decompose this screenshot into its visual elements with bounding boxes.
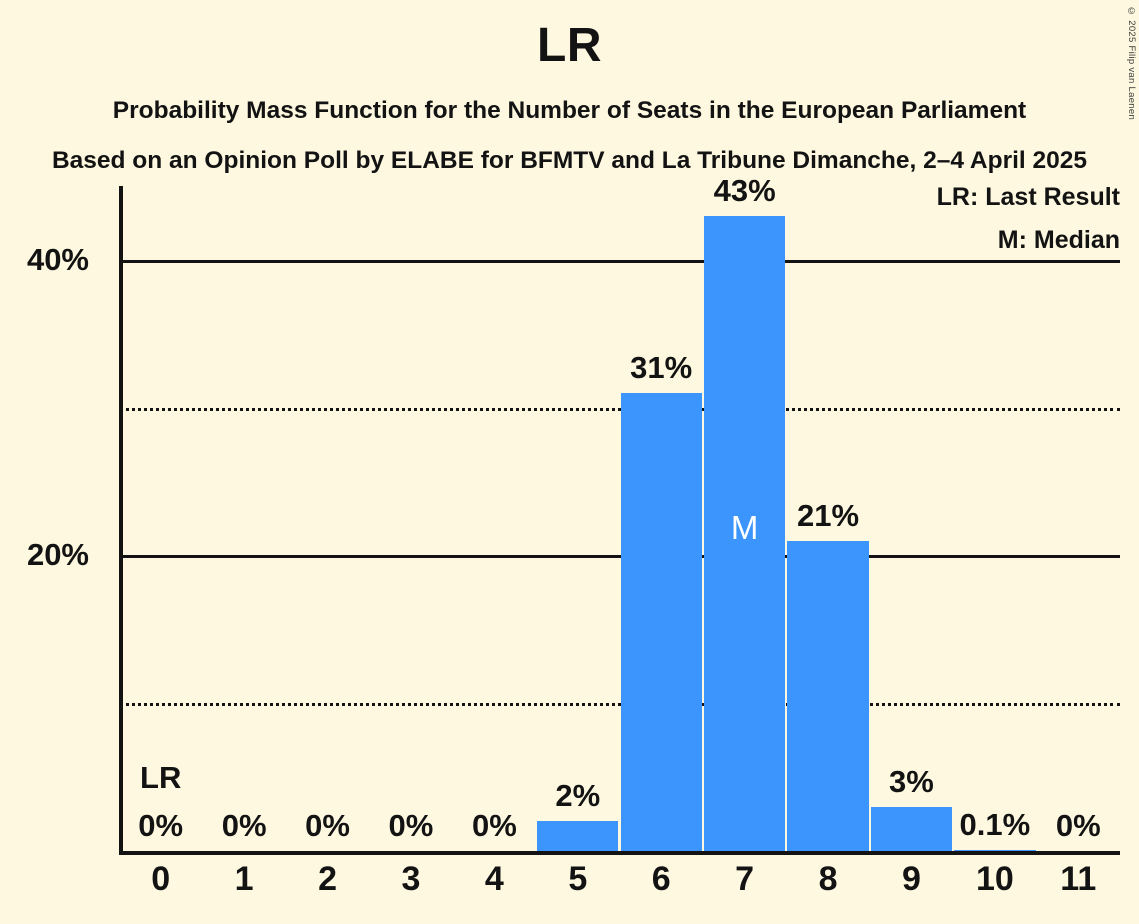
bar: M bbox=[703, 215, 786, 851]
x-axis-tick-label: 5 bbox=[568, 860, 588, 898]
x-axis-line bbox=[119, 851, 1120, 855]
copyright-notice: © 2025 Filip van Laenen bbox=[1126, 6, 1137, 121]
x-axis-tick-label: 8 bbox=[818, 860, 838, 898]
x-axis-tick-label: 6 bbox=[651, 860, 671, 898]
last-result-marker: LR bbox=[140, 760, 182, 795]
x-axis-tick-label: 3 bbox=[401, 860, 421, 898]
y-axis-tick-label: 40% bbox=[26, 241, 89, 277]
bar bbox=[537, 821, 619, 851]
bar-value-label: 31% bbox=[630, 349, 693, 385]
x-axis-tick-label: 4 bbox=[484, 860, 504, 898]
gridline-major bbox=[119, 259, 1120, 263]
bar bbox=[620, 392, 702, 851]
gridline-major bbox=[119, 555, 1120, 559]
bar-value-label: 43% bbox=[713, 172, 776, 208]
bar-value-label: 0% bbox=[221, 808, 267, 843]
plot-area: 20% 40% 0% LR 0% 0% 0% 0% 2% 31% M 43% 21% 3% 0.1% 0% bbox=[27, 175, 1120, 855]
bar-value-label: 3% bbox=[889, 763, 934, 799]
bar-value-label: 0% bbox=[1055, 808, 1101, 843]
x-axis-tick-label: 11 bbox=[1060, 860, 1097, 898]
legend-item-median: M: Median bbox=[997, 226, 1120, 254]
x-axis-tick-label: 10 bbox=[975, 860, 1014, 898]
x-axis-tick-label: 9 bbox=[901, 860, 921, 898]
bar bbox=[870, 806, 953, 851]
bar bbox=[787, 540, 869, 851]
bar-value-label: 0.1% bbox=[959, 806, 1031, 842]
bar-value-label: 0% bbox=[138, 808, 184, 843]
bar-value-label: 21% bbox=[797, 497, 860, 533]
x-axis-tick-label: 0 bbox=[151, 860, 171, 898]
gridline-minor bbox=[119, 407, 1120, 411]
bar bbox=[954, 849, 1036, 851]
y-axis-tick-label: 20% bbox=[26, 537, 89, 573]
title-block: LR Probability Mass Function for the Num… bbox=[0, 0, 1139, 173]
median-marker: M bbox=[730, 509, 759, 546]
chart-subtitle: Probability Mass Function for the Number… bbox=[112, 97, 1027, 124]
page-title: LR bbox=[537, 19, 602, 72]
bar-value-label: 2% bbox=[555, 778, 601, 814]
x-axis-tick-label: 1 bbox=[234, 860, 254, 898]
y-axis-line bbox=[119, 186, 123, 851]
x-axis-tick-label: 7 bbox=[735, 860, 755, 898]
chart-legend: LR: Last Result M: Median bbox=[937, 185, 1120, 271]
gridline-minor bbox=[119, 703, 1120, 707]
bar-value-label: 0% bbox=[471, 808, 517, 843]
bar-value-label: 0% bbox=[388, 808, 434, 843]
bar-value-label: 0% bbox=[305, 808, 350, 843]
chart-source-line: Based on an Opinion Poll by ELABE for BF… bbox=[51, 146, 1088, 174]
legend-item-last-result: LR: Last Result bbox=[936, 183, 1120, 211]
x-axis-tick-label: 2 bbox=[318, 860, 337, 898]
